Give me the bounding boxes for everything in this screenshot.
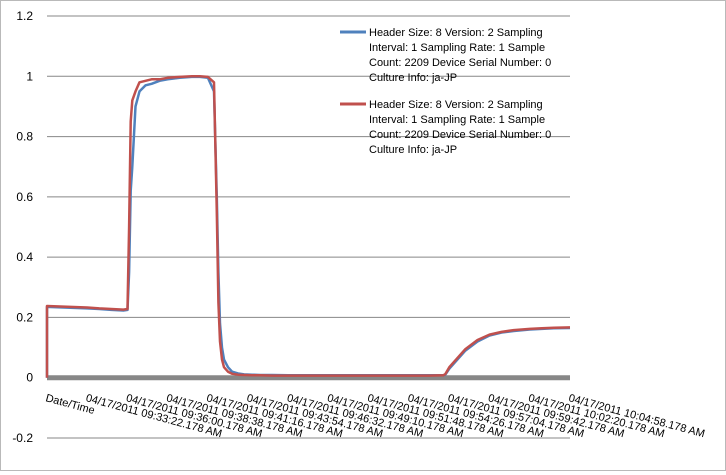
- y-tick-label: 0.8: [16, 130, 33, 144]
- series-line-2: [45, 75, 571, 378]
- y-tick-label: 0.2: [16, 310, 33, 324]
- legend: Header Size: 8 Version: 2 Sampling Interv…: [340, 27, 551, 156]
- legend-entry-text: Interval: 1 Sampling Rate: 1 Sample: [369, 114, 545, 126]
- y-tick-label: 0.4: [16, 250, 33, 264]
- legend-entry-text: Interval: 1 Sampling Rate: 1 Sample: [369, 42, 545, 54]
- y-axis-ticks: -0.2 0 0.2 0.4 0.6 0.8 1 1.2: [12, 9, 33, 445]
- y-tick-label: 0: [26, 371, 33, 385]
- legend-entry-text: Header Size: 8 Version: 2 Sampling: [369, 27, 543, 39]
- y-tick-label: 0.6: [16, 190, 33, 204]
- y-tick-label: -0.2: [12, 431, 33, 445]
- legend-entry-text: Count: 2209 Device Serial Number: 0: [369, 129, 551, 141]
- y-tick-label: 1.2: [16, 9, 33, 23]
- y-tick-label: 1: [26, 69, 33, 83]
- legend-entry-text: Culture Info: ja-JP: [369, 72, 457, 84]
- legend-entry-text: Header Size: 8 Version: 2 Sampling: [369, 99, 543, 111]
- legend-entry-text: Count: 2209 Device Serial Number: 0: [369, 57, 551, 69]
- legend-entry-text: Culture Info: ja-JP: [369, 144, 457, 156]
- series-lines: [45, 75, 571, 378]
